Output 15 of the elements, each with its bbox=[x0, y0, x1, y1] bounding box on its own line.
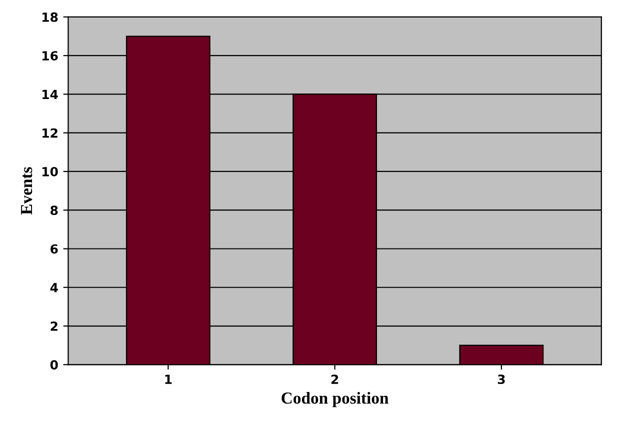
x-tick-label: 3 bbox=[498, 374, 505, 384]
y-tick-label: 6 bbox=[50, 244, 58, 254]
y-tick-label: 10 bbox=[42, 166, 58, 176]
y-tick-label: 8 bbox=[50, 206, 58, 216]
y-tick-label: 18 bbox=[42, 12, 58, 22]
y-tick-label: 0 bbox=[50, 360, 58, 370]
x-tick-label: 1 bbox=[165, 374, 172, 384]
y-tick-label: 16 bbox=[42, 51, 58, 61]
y-axis-title: Events bbox=[21, 167, 32, 215]
x-axis-title: Codon position bbox=[282, 392, 389, 408]
y-tick-label: 12 bbox=[42, 128, 58, 138]
y-tick-label: 4 bbox=[50, 283, 58, 292]
y-tick-label: 14 bbox=[42, 90, 58, 99]
y-tick-label: 2 bbox=[50, 321, 58, 331]
x-tick-label: 2 bbox=[331, 374, 338, 384]
